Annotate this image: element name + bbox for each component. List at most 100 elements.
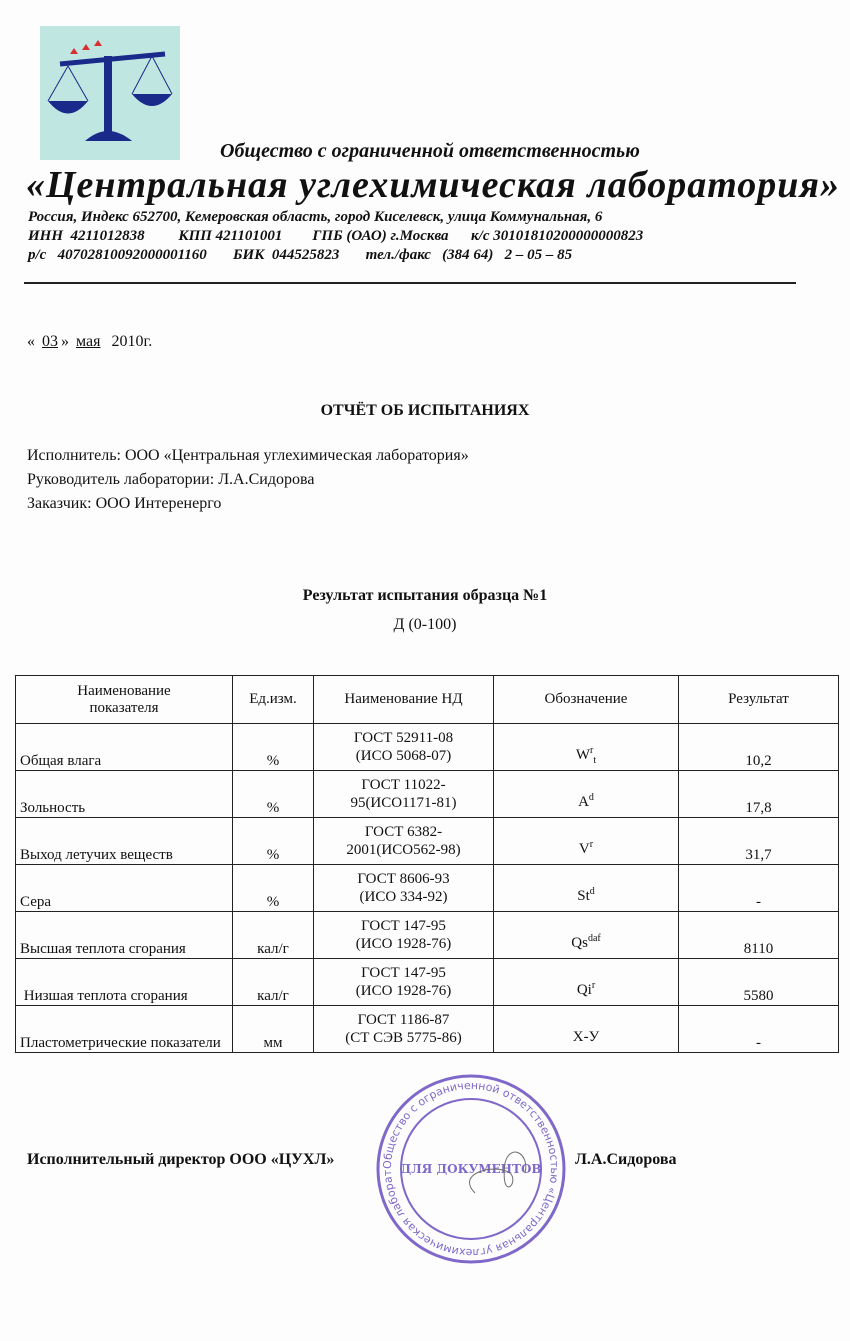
table-row: Общая влага % ГОСТ 52911-08 (ИСО 5068-07)… xyxy=(15,723,839,771)
date-quote: « xyxy=(27,333,35,350)
nd-line: ГОСТ 8606-93 xyxy=(357,871,450,887)
indicator-name: Сера xyxy=(15,864,233,912)
symbol: Х-У xyxy=(493,1005,679,1053)
org-requisites-1: ИНН 4211012838 КПП 421101001 ГПБ (ОАО) г… xyxy=(28,228,644,244)
sample-name: Д (0-100) xyxy=(393,616,457,633)
header-nd: Наименование НД xyxy=(313,675,494,724)
signature-scribble xyxy=(469,1151,527,1194)
table-row: Выход летучих веществ % ГОСТ 6382- 2001(И… xyxy=(15,817,839,865)
nd-line: 2001(ИСО562-98) xyxy=(346,842,461,858)
symbol: Ad xyxy=(493,770,679,818)
result-value: 10,2 xyxy=(678,723,839,771)
nd-standard: ГОСТ 52911-08 (ИСО 5068-07) xyxy=(313,723,494,771)
result-title: Результат испытания образца №1 xyxy=(302,587,548,604)
unit: % xyxy=(232,864,314,912)
result-value: 5580 xyxy=(678,958,839,1006)
indicator-name: Зольность xyxy=(15,770,233,818)
indicator-name: Пластометрические показатели xyxy=(15,1005,233,1053)
result-value: 31,7 xyxy=(678,817,839,865)
header-name: Наименование показателя xyxy=(15,675,233,724)
symbol-sup: r xyxy=(589,839,594,850)
date-month: мая xyxy=(76,333,101,350)
symbol-base: A xyxy=(578,794,589,810)
date-quote: » xyxy=(61,333,69,350)
org-type: Общество с ограниченной ответственностью xyxy=(220,140,640,162)
nd-standard: ГОСТ 8606-93 (ИСО 334-92) xyxy=(313,864,494,912)
symbol-base: V xyxy=(578,841,590,857)
nd-line: (ИСО 5068-07) xyxy=(355,748,452,764)
header-symbol: Обозначение xyxy=(493,675,679,724)
report-title: ОТЧЁТ ОБ ИСПЫТАНИЯХ xyxy=(320,402,530,419)
signatory-title: Исполнительный директор ООО «ЦУХЛ» xyxy=(27,1151,335,1168)
table-row: Зольность % ГОСТ 11022- 95(ИСО1171-81) Ad… xyxy=(15,770,839,818)
date-year: 2010г. xyxy=(111,333,153,350)
nd-standard: ГОСТ 147-95 (ИСО 1928-76) xyxy=(313,958,494,1006)
nd-line: ГОСТ 147-95 xyxy=(361,918,446,934)
symbol-sup: d xyxy=(588,792,594,803)
org-address: Россия, Индекс 652700, Кемеровская облас… xyxy=(28,209,603,225)
company-stamp: Общество с ограниченной ответственностью… xyxy=(375,1073,566,1264)
symbol-sup: r xyxy=(590,745,594,756)
header-divider xyxy=(24,282,796,284)
symbol: Qir xyxy=(493,958,679,1006)
nd-standard: ГОСТ 11022- 95(ИСО1171-81) xyxy=(313,770,494,818)
symbol-sub: t xyxy=(593,755,597,766)
table-row: Сера % ГОСТ 8606-93 (ИСО 334-92) Std - xyxy=(15,864,839,912)
symbol: Std xyxy=(493,864,679,912)
nd-line: (ИСО 1928-76) xyxy=(355,936,452,952)
indicator-name: Низшая теплота сгорания xyxy=(15,958,233,1006)
date-day: 03 xyxy=(42,333,58,350)
symbol-base: Qs xyxy=(571,935,588,951)
nd-line: (ИСО 1928-76) xyxy=(355,983,452,999)
unit: % xyxy=(232,723,314,771)
table-row: Высшая теплота сгорания кал/г ГОСТ 147-9… xyxy=(15,911,839,959)
signatory-name: Л.А.Сидорова xyxy=(575,1151,677,1168)
nd-standard: ГОСТ 147-95 (ИСО 1928-76) xyxy=(313,911,494,959)
result-value: - xyxy=(678,864,839,912)
header-unit: Ед.изм. xyxy=(232,675,314,724)
symbol-base: Qi xyxy=(576,982,592,998)
result-value: 8110 xyxy=(678,911,839,959)
stamp-center-text: ДЛЯ ДОКУМЕНТОВ xyxy=(400,1162,541,1176)
nd-line: (ИСО 334-92) xyxy=(359,889,448,905)
header-result: Результат xyxy=(678,675,839,724)
report-date: « 03» мая 2010г. xyxy=(27,333,152,351)
symbol-base: Х-У xyxy=(572,1029,600,1045)
indicator-name: Высшая теплота сгорания xyxy=(15,911,233,959)
org-requisites-2: р/с 40702810092000001160 БИК 044525823 т… xyxy=(28,247,573,263)
indicator-name: Общая влага xyxy=(15,723,233,771)
nd-line: ГОСТ 1186-87 xyxy=(357,1012,450,1028)
results-table: Наименование показателя Ед.изм. Наименов… xyxy=(15,675,839,1053)
symbol: Vr xyxy=(493,817,679,865)
org-name: «Центральная углехимическая лаборатория» xyxy=(26,164,840,206)
nd-line: ГОСТ 6382- xyxy=(364,824,443,840)
table-row: Низшая теплота сгорания кал/г ГОСТ 147-9… xyxy=(15,958,839,1006)
unit: кал/г xyxy=(232,958,314,1006)
table-row: Пластометрические показатели мм ГОСТ 118… xyxy=(15,1005,839,1053)
nd-standard: ГОСТ 6382- 2001(ИСО562-98) xyxy=(313,817,494,865)
table-header: Наименование показателя Ед.изм. Наименов… xyxy=(15,675,839,724)
unit: % xyxy=(232,770,314,818)
result-value: - xyxy=(678,1005,839,1053)
result-value: 17,8 xyxy=(678,770,839,818)
lab-head: Руководитель лаборатории: Л.А.Сидорова xyxy=(27,471,315,488)
symbol: Wrt xyxy=(493,723,679,771)
customer: Заказчик: ООО Интеренерго xyxy=(27,495,222,512)
symbol-sup: r xyxy=(591,980,596,991)
symbol-sup: d xyxy=(589,886,595,897)
symbol-base: St xyxy=(577,888,590,904)
indicator-name: Выход летучих веществ xyxy=(15,817,233,865)
unit: мм xyxy=(232,1005,314,1053)
nd-line: (СТ СЭВ 5775-86) xyxy=(345,1030,462,1046)
nd-line: ГОСТ 52911-08 xyxy=(353,730,454,746)
nd-standard: ГОСТ 1186-87 (СТ СЭВ 5775-86) xyxy=(313,1005,494,1053)
symbol-base: W xyxy=(575,747,591,763)
unit: % xyxy=(232,817,314,865)
nd-line: ГОСТ 11022- xyxy=(361,777,446,793)
unit: кал/г xyxy=(232,911,314,959)
symbol: Qsdaf xyxy=(493,911,679,959)
scales-logo-icon xyxy=(40,26,180,160)
nd-line: ГОСТ 147-95 xyxy=(361,965,446,981)
executor: Исполнитель: ООО «Центральная углехимиче… xyxy=(27,447,469,464)
